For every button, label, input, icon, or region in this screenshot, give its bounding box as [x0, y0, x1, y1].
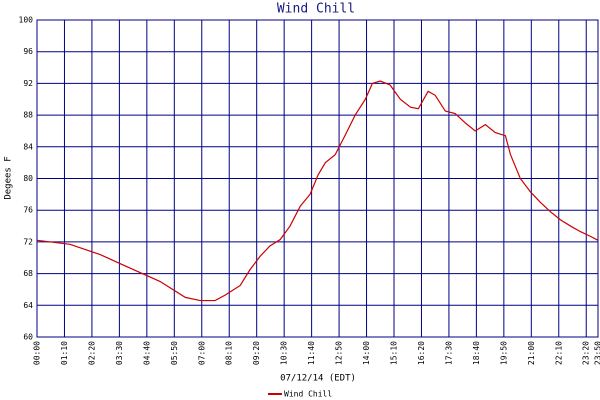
legend-label: Wind Chill — [284, 390, 332, 399]
x-tick-label: 07:00 — [197, 341, 206, 365]
y-tick-label: 92 — [23, 79, 33, 88]
data-line — [36, 80, 599, 302]
x-tick-label: 01:10 — [60, 341, 69, 365]
x-tick-label: 23:50 — [594, 341, 600, 365]
x-tick-label: 02:20 — [87, 341, 96, 365]
x-tick-label: 16:20 — [417, 341, 426, 365]
x-tick-label: 17:30 — [444, 341, 453, 365]
y-tick-label: 88 — [23, 111, 33, 120]
x-tick-label: 21:00 — [527, 341, 536, 365]
x-tick-label: 04:40 — [142, 341, 151, 365]
x-tick-label: 08:10 — [225, 341, 234, 365]
y-tick-label: 76 — [23, 206, 33, 215]
y-tick-label: 68 — [23, 269, 33, 278]
y-tick-label: 64 — [23, 301, 33, 310]
y-tick-label: 72 — [23, 237, 33, 246]
x-tick-label: 10:30 — [280, 341, 289, 365]
x-tick-label: 22:10 — [554, 341, 563, 365]
plot-border — [36, 19, 599, 338]
x-tick-label: 15:10 — [390, 341, 399, 365]
x-tick-label: 12:50 — [335, 341, 344, 365]
y-tick-label: 100 — [19, 16, 34, 25]
x-tick-label: 23:20 — [582, 341, 591, 365]
chart-title: Wind Chill — [277, 2, 355, 17]
y-tick-label: 60 — [23, 333, 33, 342]
x-tick-label: 14:00 — [362, 341, 371, 365]
x-tick-label: 05:50 — [170, 341, 179, 365]
y-tick-label: 96 — [23, 47, 33, 56]
y-tick-label: 80 — [23, 174, 33, 183]
x-axis-label: 07/12/14 (EDT) — [280, 374, 356, 384]
x-tick-label: 11:40 — [307, 341, 316, 365]
x-tick-label: 19:50 — [499, 341, 508, 365]
y-axis-label: Degees F — [4, 156, 14, 199]
x-tick-label: 03:30 — [115, 341, 124, 365]
x-tick-label: 00:00 — [33, 341, 42, 365]
x-tick-label: 18:40 — [472, 341, 481, 365]
y-tick-label: 84 — [23, 142, 33, 151]
x-tick-label: 09:20 — [252, 341, 261, 365]
